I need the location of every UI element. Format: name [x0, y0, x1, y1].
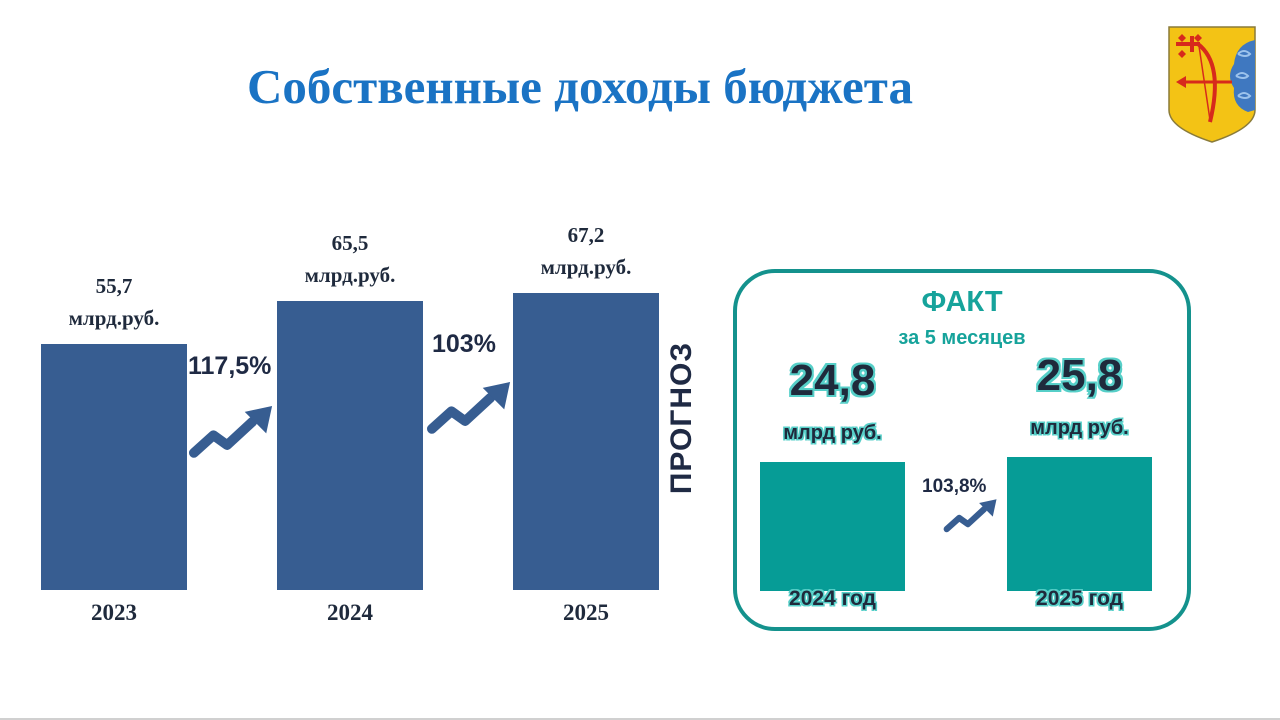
fact-panel — [733, 269, 1191, 631]
fact-subtitle: за 5 месяцев — [898, 327, 1026, 349]
unit-label-2024: млрд.руб. — [304, 262, 396, 287]
tick-label-2025: 2025 — [563, 600, 609, 625]
coat-of-arms-icon — [1168, 26, 1256, 143]
unit-label-2023: млрд.руб. — [68, 305, 160, 330]
bottom-divider — [0, 718, 1280, 720]
forecast-label: ПРОГНОЗ — [665, 341, 698, 495]
bar-2023 — [41, 343, 187, 590]
fact-growth-label: 103,8% — [922, 476, 987, 497]
growth-label-2024: 117,5% — [188, 352, 272, 380]
page-title: Собственные доходы бюджета — [247, 59, 913, 114]
fact-bar-1 — [760, 462, 905, 591]
fact-bar-2 — [1007, 457, 1152, 591]
growth-arrow-icon — [426, 381, 511, 434]
fact-tick-label-1: 2024 год — [789, 587, 876, 610]
tick-label-2023: 2023 — [91, 600, 137, 625]
growth-arrow-icon — [188, 405, 273, 458]
fact-unit-label-2: млрд руб. — [1030, 417, 1129, 439]
unit-label-2025: млрд.руб. — [540, 255, 632, 279]
fact-value-label-2: 25,8 — [1036, 351, 1123, 400]
bar-2025 — [513, 293, 659, 590]
value-label-2025: 67,2 — [567, 223, 605, 247]
fact-unit-label-1: млрд руб. — [783, 422, 882, 445]
growth-label-2025: 103% — [432, 330, 496, 358]
bar-2024 — [277, 300, 423, 590]
value-label-2023: 55,7 — [95, 273, 133, 298]
value-label-2024: 65,5 — [331, 230, 369, 255]
fact-title: ФАКТ — [921, 286, 1003, 318]
growth-arrow-icon — [943, 499, 997, 533]
tick-label-2024: 2024 — [327, 600, 373, 625]
fact-tick-label-2: 2025 год — [1036, 587, 1123, 610]
fact-value-label-1: 24,8 — [789, 356, 876, 406]
